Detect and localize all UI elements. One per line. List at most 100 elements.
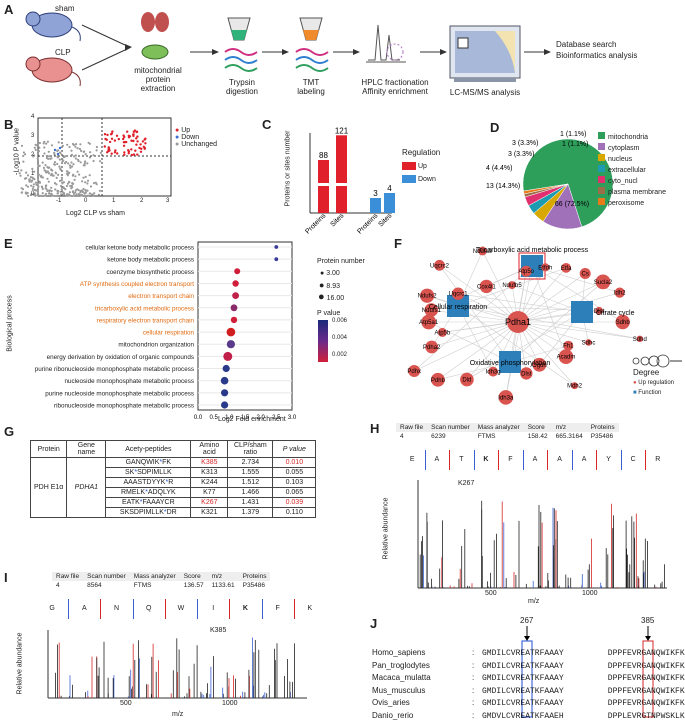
- volcano-point-unchanged: [84, 160, 87, 163]
- enrichment-dot: [230, 316, 238, 324]
- cell-p: 0.010: [272, 457, 317, 468]
- volcano-point-unchanged: [37, 173, 41, 176]
- volcano-point-unchanged: [49, 174, 53, 177]
- volcano-point-unchanged: [53, 163, 56, 166]
- volcano-point-up: [136, 153, 139, 156]
- volcano-point-unchanged: [33, 170, 36, 173]
- gene-node: [508, 281, 516, 290]
- volcano-point-unchanged: [73, 178, 76, 181]
- step-mito-extraction: mitochondrial protein extraction: [134, 66, 182, 93]
- volcano-point-unchanged: [93, 192, 96, 195]
- h-th: Proteins: [590, 424, 615, 431]
- volcano-point-up: [130, 153, 134, 157]
- alignment-row: Pan_troglodytes: GMDILCVREATKFAAAY DPPFEV…: [372, 655, 685, 673]
- volcano-point-unchanged: [57, 173, 60, 176]
- gene-label: Dld: [462, 378, 471, 384]
- volcano-point-unchanged: [78, 173, 81, 176]
- volcano-ytick-1: 1: [31, 171, 35, 177]
- volcano-point-unchanged: [72, 182, 75, 185]
- dot-xtick: 2.5: [272, 415, 281, 421]
- step-trypsin: Trypsin digestion: [225, 78, 259, 96]
- volcano-point-unchanged: [65, 184, 68, 188]
- volcano-point-unchanged: [27, 194, 30, 198]
- volcano-point-unchanged: [89, 151, 92, 154]
- volcano-point-up: [116, 152, 119, 155]
- size-legend-3: ● 16.00: [318, 291, 345, 303]
- volcano-point-unchanged: [68, 191, 71, 194]
- table-header: Protein Gene name Acety-peptides Amino a…: [29, 440, 317, 458]
- volcano-point-up: [107, 146, 110, 149]
- i-td: FTMS: [133, 582, 152, 589]
- volcano-point-unchanged: [50, 144, 54, 147]
- volcano-point-unchanged: [80, 190, 83, 193]
- pie-slice: [523, 183, 569, 195]
- volcano-point-unchanged: [66, 143, 69, 146]
- volcano-point-unchanged: [59, 152, 62, 155]
- volcano-point-unchanged: [58, 165, 61, 168]
- gene-label: Atp5o: [518, 269, 534, 275]
- volcano-point-up: [128, 135, 132, 138]
- bar-category-label: Sites: [377, 212, 393, 228]
- function-label: Cellular respiration: [429, 304, 487, 311]
- volcano-point-unchanged: [47, 192, 51, 195]
- volcano-point-unchanged: [89, 185, 93, 188]
- volcano-point-unchanged: [55, 176, 58, 179]
- gene-label: Idh3g: [486, 370, 501, 376]
- th-pvalue: P value: [272, 440, 317, 458]
- volcano-point-unchanged: [48, 189, 51, 192]
- dot-xtick: 0.0: [194, 415, 203, 421]
- volcano-point-up: [132, 133, 135, 136]
- function-node: [447, 295, 469, 317]
- sham-mouse-icon: [25, 11, 81, 42]
- pie-slice: [522, 138, 614, 228]
- sequence-residue: C: [630, 456, 636, 463]
- volcano-point-unchanged: [65, 170, 69, 173]
- gene-node: [595, 274, 611, 290]
- volcano-ytick-3: 3: [31, 133, 35, 139]
- pie-label-mito: 66 (72.5%): [555, 201, 589, 208]
- volcano-point-unchanged: [34, 148, 37, 151]
- volcano-point-unchanged: [32, 183, 36, 186]
- volcano-point-unchanged: [86, 182, 89, 185]
- step-tmt: TMT labeling: [297, 78, 325, 96]
- cell-ratio: 2.734: [227, 457, 274, 468]
- volcano-ytick-4: 4: [31, 114, 35, 120]
- volcano-point-unchanged: [66, 182, 69, 185]
- volcano-point-unchanged: [31, 187, 34, 190]
- volcano-point-unchanged: [40, 174, 43, 177]
- volcano-point-unchanged: [56, 149, 59, 152]
- pvalue-legend-title: P value: [317, 310, 341, 317]
- volcano-point-unchanged: [68, 164, 72, 167]
- pie-legend-item: nucleus: [598, 154, 666, 165]
- th-protein: Protein: [29, 440, 68, 458]
- bar-legend-up: Up: [402, 162, 427, 170]
- volcano-point-unchanged: [92, 194, 95, 197]
- ms-instrument-icon: [449, 25, 521, 82]
- volcano-point-unchanged: [37, 194, 41, 198]
- th-aa: Amino acid: [190, 440, 229, 458]
- gene-node: [478, 246, 487, 256]
- fragment-bracket: [473, 450, 475, 470]
- fragment-bracket: [164, 599, 166, 619]
- fragment-bracket: [424, 450, 426, 470]
- volcano-point-unchanged: [56, 156, 60, 159]
- gene-node: [434, 259, 445, 271]
- fragment-bracket: [571, 450, 573, 470]
- volcano-point-unchanged: [70, 153, 73, 156]
- volcano-point-unchanged: [82, 150, 85, 153]
- fragment-bracket: [522, 450, 524, 470]
- volcano-xtick-3: 1: [112, 198, 116, 204]
- gene-node: [425, 340, 439, 354]
- alignment-row: Danio_rerio: GMDVLCVREATKFAAEH DPPLEVRGTN…: [372, 705, 685, 723]
- volcano-point-up: [113, 151, 117, 154]
- bar: [370, 198, 381, 213]
- gene-label: Pdhb: [431, 378, 446, 384]
- gene-label: Atp5a1: [419, 320, 439, 326]
- volcano-point-unchanged: [75, 143, 78, 146]
- gene-label: Ogdh: [532, 363, 547, 369]
- cell-peptide: RMELK*ADQLYK: [105, 487, 192, 498]
- gene-label: Ndufa9: [473, 249, 493, 255]
- volcano-point-unchanged: [82, 164, 85, 167]
- sequence-residue: T: [459, 456, 464, 463]
- volcano-point-unchanged: [45, 156, 49, 160]
